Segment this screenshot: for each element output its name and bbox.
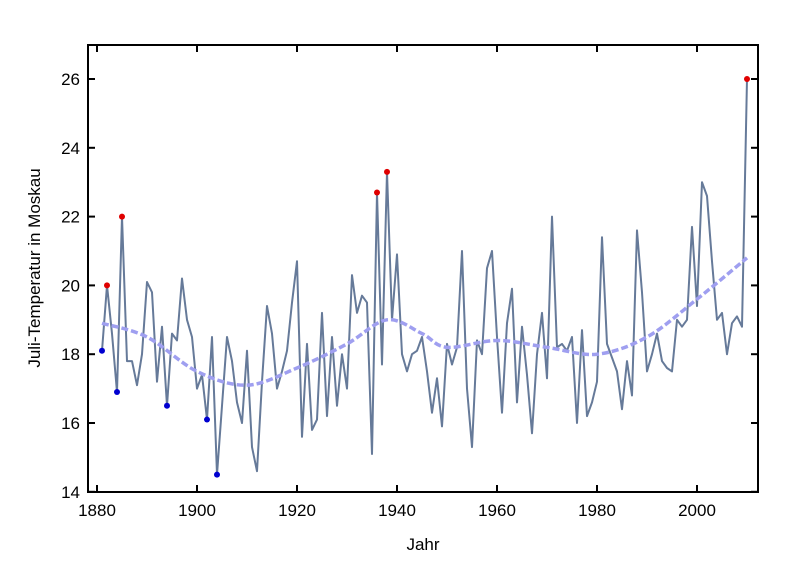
y-tick-label: 16	[61, 414, 80, 433]
trend-line	[101, 256, 749, 387]
low-point	[99, 347, 105, 354]
temperature-series-line	[101, 78, 748, 476]
low-point	[214, 471, 220, 478]
high-point	[374, 189, 380, 196]
x-axis-label: Jahr	[406, 535, 439, 554]
y-tick-label: 24	[61, 139, 80, 158]
x-tick-label: 2000	[678, 501, 716, 520]
x-tick-label: 1880	[78, 501, 116, 520]
y-tick-label: 14	[61, 483, 80, 502]
low-point	[164, 402, 170, 409]
y-tick-label: 26	[61, 70, 80, 89]
high-point	[119, 213, 125, 220]
y-tick-label: 22	[61, 208, 80, 227]
x-tick-label: 1980	[578, 501, 616, 520]
high-point	[744, 76, 750, 82]
y-axis-label: Juli-Temperatur in Moskau	[25, 168, 44, 367]
low-point	[114, 389, 120, 396]
high-point	[104, 282, 110, 289]
x-tick-label: 1900	[178, 501, 216, 520]
y-tick-label: 18	[61, 345, 80, 364]
plot-frame	[87, 44, 759, 493]
y-tick-label: 20	[61, 276, 80, 295]
x-tick-label: 1920	[278, 501, 316, 520]
low-point	[204, 416, 210, 423]
x-tick-label: 1960	[478, 501, 516, 520]
x-tick-label: 1940	[378, 501, 416, 520]
high-point	[384, 168, 390, 175]
